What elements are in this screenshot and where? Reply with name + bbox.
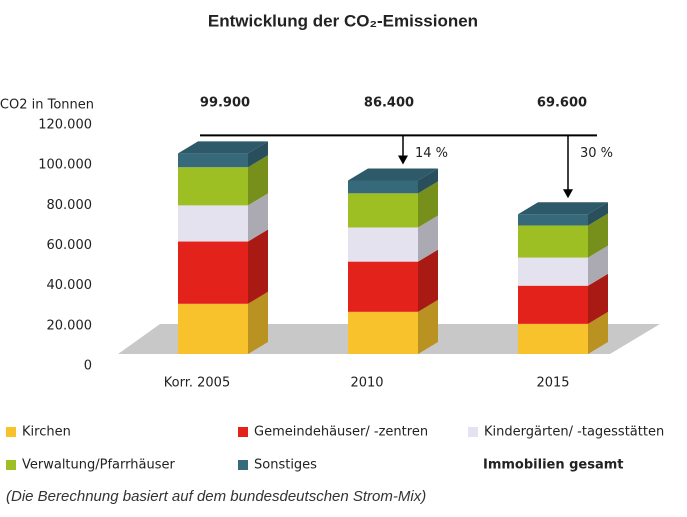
bar-side xyxy=(418,299,438,354)
legend-swatch xyxy=(238,427,248,437)
legend-label: Verwaltung/Pfarrhäuser xyxy=(22,458,175,473)
total-label: 99.900 xyxy=(200,96,250,111)
legend-swatch xyxy=(238,460,248,470)
bar-segment xyxy=(178,241,248,304)
bar-side xyxy=(418,215,438,262)
legend-label: Kindergärten/ -tagesstätten xyxy=(484,425,664,440)
bar-side xyxy=(588,273,608,324)
arrow-head xyxy=(398,155,408,165)
bar-segment xyxy=(348,180,418,194)
bar-segment xyxy=(348,227,418,262)
bar-side xyxy=(588,213,608,258)
bar-top xyxy=(178,141,268,154)
y-tick-label: 60.000 xyxy=(47,238,93,253)
y-tick-label: 20.000 xyxy=(47,318,93,333)
legend-swatch xyxy=(6,427,16,437)
bar-side xyxy=(248,229,268,304)
annotation: 30 % xyxy=(580,146,613,161)
bar-side xyxy=(588,245,608,286)
bar-side xyxy=(248,141,268,168)
bar-segment xyxy=(518,285,588,324)
legend-label: Kirchen xyxy=(22,425,71,440)
bar-segment xyxy=(178,205,248,242)
y-tick-label: 100.000 xyxy=(38,158,92,173)
bar-segment xyxy=(348,311,418,354)
y-tick-label: 80.000 xyxy=(47,198,93,213)
bar-top xyxy=(518,202,608,215)
legend-label: Sonstiges xyxy=(254,458,317,473)
y-tick-label: 40.000 xyxy=(47,278,93,293)
bar-side xyxy=(248,291,268,354)
bar-side xyxy=(248,155,268,206)
bar-side xyxy=(248,193,268,242)
bar-side xyxy=(418,249,438,312)
bar-segment xyxy=(518,214,588,226)
total-label: 86.400 xyxy=(364,96,414,111)
bar-segment xyxy=(348,261,418,312)
note: (Die Berechnung basiert auf dem bundesde… xyxy=(6,488,426,505)
bar-side xyxy=(418,181,438,228)
y-tick-label: 120.000 xyxy=(38,118,92,133)
x-tick-label: Korr. 2005 xyxy=(164,376,230,391)
y-tick-label: 0 xyxy=(84,359,92,374)
bar-segment xyxy=(348,193,418,228)
bar-side xyxy=(588,202,608,226)
legend-swatch xyxy=(6,460,16,470)
bar-segment xyxy=(518,323,588,354)
x-tick-label: 2015 xyxy=(536,376,569,391)
bar-segment xyxy=(178,303,248,354)
x-tick-label: 2010 xyxy=(350,376,383,391)
bar-top xyxy=(348,168,438,181)
bar-side xyxy=(588,311,608,354)
total-label: 69.600 xyxy=(537,96,587,111)
bar-segment xyxy=(518,225,588,258)
bar-segment xyxy=(178,153,248,168)
y-axis-label: CO2 in Tonnen xyxy=(0,98,94,113)
legend-label: Gemeindehäuser/ -zentren xyxy=(254,425,428,440)
bar-segment xyxy=(178,167,248,206)
bar-side xyxy=(418,168,438,194)
annotation: 14 % xyxy=(415,146,448,161)
legend-label: Immobilien gesamt xyxy=(483,458,624,473)
legend-swatch xyxy=(468,427,478,437)
arrow-head xyxy=(563,189,573,199)
bar-segment xyxy=(518,257,588,286)
chart-title: Entwicklung der CO₂-Emissionen xyxy=(208,11,478,30)
